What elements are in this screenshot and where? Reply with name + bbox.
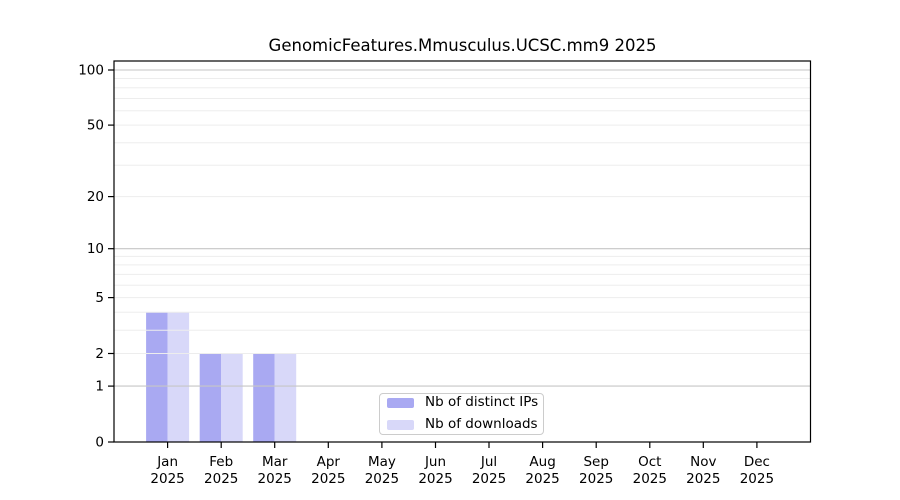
chart-legend: Nb of distinct IPs Nb of downloads: [379, 393, 544, 435]
bar-distinct-ips-mar: [253, 353, 275, 442]
x-tick-year-label: 2025: [740, 471, 774, 487]
bar-distinct-ips-jan: [146, 312, 168, 442]
x-tick-year-label: 2025: [686, 471, 720, 487]
x-tick-year-label: 2025: [204, 471, 238, 487]
y-tick-label: 10: [87, 241, 104, 257]
x-tick-month-label: Jul: [480, 454, 497, 470]
x-tick-month-label: Mar: [262, 454, 288, 470]
x-tick-month-label: Sep: [583, 454, 608, 470]
x-tick-year-label: 2025: [311, 471, 345, 487]
legend-item-downloads: Nb of downloads: [387, 416, 543, 434]
x-tick-month-label: Jun: [424, 454, 446, 470]
x-tick-month-label: Feb: [209, 454, 233, 470]
legend-swatch-downloads: [387, 419, 414, 430]
x-tick-month-label: Dec: [744, 454, 770, 470]
chart-title: GenomicFeatures.Mmusculus.UCSC.mm9 2025: [268, 36, 657, 55]
x-tick-month-label: Aug: [529, 454, 555, 470]
y-tick-label: 0: [95, 435, 104, 451]
y-tick-label: 2: [95, 346, 104, 362]
x-tick-month-label: Apr: [317, 454, 341, 470]
x-tick-month-label: May: [368, 454, 396, 470]
x-tick-year-label: 2025: [150, 471, 184, 487]
legend-label-downloads: Nb of downloads: [425, 416, 538, 432]
legend-label-distinct-ips: Nb of distinct IPs: [425, 394, 539, 411]
bar-distinct-ips-feb: [199, 353, 222, 442]
x-tick-month-label: Jan: [156, 454, 178, 470]
legend-swatch-distinct-ips: [387, 398, 414, 409]
x-tick-year-label: 2025: [525, 471, 559, 487]
bar-downloads-feb: [221, 353, 243, 442]
x-tick-year-label: 2025: [418, 471, 452, 487]
bar-downloads-mar: [274, 353, 297, 442]
legend-item-distinct-ips: Nb of distinct IPs: [387, 394, 543, 412]
x-tick-year-label: 2025: [633, 471, 667, 487]
x-tick-year-label: 2025: [579, 471, 613, 487]
x-tick-month-label: Oct: [638, 454, 661, 470]
y-tick-label: 50: [87, 118, 104, 134]
x-tick-year-label: 2025: [258, 471, 292, 487]
plot-frame: [113, 60, 812, 443]
y-tick-label: 100: [78, 63, 104, 79]
x-tick-year-label: 2025: [472, 471, 506, 487]
y-tick-label: 1: [95, 379, 104, 395]
x-tick-month-label: Nov: [690, 454, 716, 470]
y-tick-label: 20: [87, 189, 104, 205]
x-tick-year-label: 2025: [365, 471, 399, 487]
y-tick-label: 5: [95, 290, 104, 306]
bar-downloads-jan: [167, 312, 190, 442]
